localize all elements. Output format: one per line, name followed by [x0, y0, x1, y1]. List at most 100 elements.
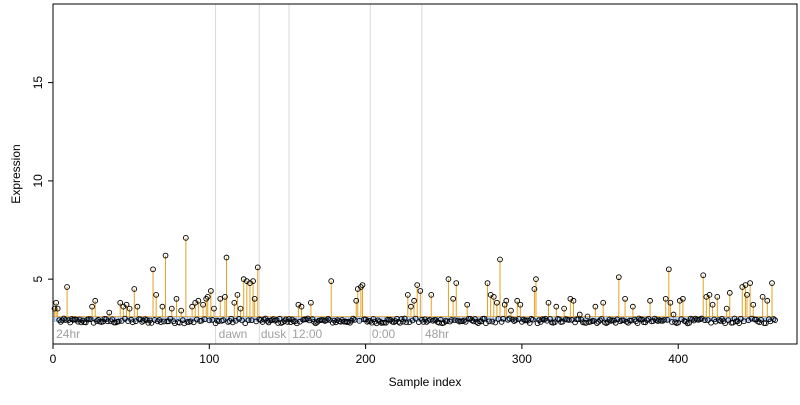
- data-point: [572, 319, 578, 326]
- data-point: [665, 266, 672, 273]
- data-point: [187, 318, 194, 325]
- data-point: [698, 315, 705, 322]
- data-point: [553, 303, 560, 310]
- data-point: [498, 319, 505, 325]
- data-point: [162, 252, 169, 259]
- data-point: [404, 292, 411, 298]
- data-point: [89, 303, 95, 310]
- data-point: [353, 297, 360, 304]
- data-point: [750, 301, 757, 308]
- data-point: [239, 317, 245, 324]
- data-point: [148, 320, 155, 326]
- data-point: [286, 316, 292, 322]
- data-point: [223, 254, 230, 261]
- data-point: [383, 319, 389, 326]
- data-point: [109, 316, 116, 323]
- data-point: [179, 317, 186, 323]
- data-point: [570, 297, 577, 304]
- data-point: [76, 316, 83, 323]
- data-point: [637, 316, 644, 323]
- data-point: [54, 305, 61, 312]
- data-point: [234, 292, 241, 298]
- data-point: [670, 311, 677, 318]
- data-point: [529, 316, 536, 323]
- data-point: [183, 235, 189, 241]
- data-point: [744, 292, 750, 298]
- data-point: [237, 305, 244, 312]
- data-point: [143, 317, 150, 323]
- y-tick-label: 10: [31, 174, 45, 188]
- data-point: [126, 305, 133, 312]
- data-point: [531, 286, 538, 292]
- phase-labels: 24hr dawn dusk 12:00 0:00 48hr: [56, 327, 449, 341]
- data-point: [759, 293, 766, 300]
- data-point: [204, 293, 211, 300]
- data-point: [115, 318, 122, 325]
- data-point: [445, 276, 452, 282]
- data-point: [211, 305, 217, 312]
- data-point: [308, 299, 314, 306]
- data-point: [154, 318, 161, 325]
- data-point: [450, 295, 456, 302]
- data-point: [545, 299, 552, 306]
- data-point: [401, 315, 408, 322]
- data-point: [714, 293, 721, 300]
- phase-label: 24hr: [56, 327, 80, 341]
- data-point: [758, 316, 764, 323]
- data-point: [575, 316, 582, 323]
- data-point: [664, 316, 671, 323]
- data-point: [630, 303, 636, 310]
- data-point: [106, 309, 113, 316]
- data-point: [540, 316, 547, 323]
- data-point: [53, 299, 59, 306]
- data-point: [381, 319, 388, 326]
- data-point: [551, 319, 558, 326]
- x-tick-label: 400: [668, 352, 688, 366]
- data-point: [675, 319, 682, 326]
- data-point: [615, 274, 622, 281]
- data-point: [254, 264, 261, 271]
- data-point: [667, 299, 674, 306]
- data-point: [228, 315, 235, 322]
- data-point: [565, 317, 572, 323]
- phase-lines: [215, 4, 423, 344]
- data-point: [150, 266, 156, 273]
- data-point: [762, 320, 769, 327]
- data-point: [411, 297, 417, 304]
- data-point: [769, 280, 775, 286]
- data-point: [726, 290, 733, 296]
- data-point: [208, 288, 214, 294]
- data-point: [662, 295, 669, 302]
- data-point: [462, 318, 469, 325]
- x-axis: 0 100 200 300 400: [50, 344, 689, 366]
- data-point: [475, 320, 481, 327]
- data-point: [484, 280, 491, 286]
- data-point: [190, 319, 197, 326]
- data-point: [622, 295, 628, 302]
- data-point: [220, 317, 227, 323]
- data-point: [189, 303, 195, 310]
- data-point: [494, 299, 500, 306]
- y-axis-title: Expression: [9, 144, 23, 203]
- data-point: [533, 276, 539, 282]
- data-point: [140, 317, 147, 324]
- data-point: [706, 292, 713, 298]
- stems: [54, 237, 773, 317]
- data-point: [123, 301, 130, 308]
- data-point: [683, 318, 689, 325]
- data-point: [173, 295, 180, 302]
- data-point: [472, 316, 478, 322]
- phase-label: 12:00: [292, 327, 322, 341]
- data-point: [490, 293, 497, 300]
- data-point: [157, 319, 164, 325]
- data-point: [700, 272, 707, 279]
- data-point: [365, 318, 372, 324]
- data-point: [90, 319, 97, 326]
- data-point: [547, 316, 553, 322]
- data-point: [87, 316, 94, 323]
- data-point: [134, 303, 141, 310]
- data-point: [592, 303, 599, 310]
- data-point: [723, 305, 730, 312]
- data-point: [742, 282, 749, 288]
